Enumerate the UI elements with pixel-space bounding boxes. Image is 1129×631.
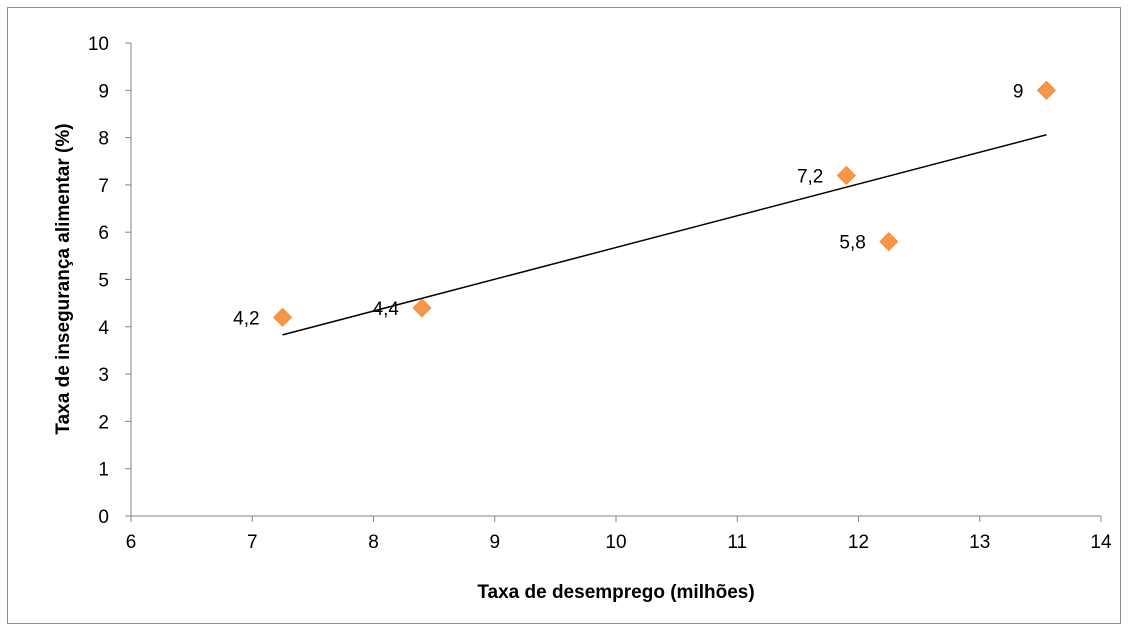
data-points [272, 80, 1057, 327]
y-tick-label: 5 [98, 271, 109, 292]
chart-frame [7, 7, 1121, 624]
x-tick-label: 9 [489, 532, 500, 553]
y-axis-title: Taxa de insegurança alimentar (%) [53, 123, 74, 434]
y-tick-label: 9 [98, 81, 109, 102]
data-point [836, 165, 856, 186]
x-tick-label: 12 [848, 532, 869, 553]
x-tick-label: 11 [727, 532, 747, 553]
y-tick-label: 7 [98, 176, 109, 197]
data-point [412, 298, 432, 318]
y-tick-label: 6 [98, 223, 109, 244]
x-tick-label: 8 [368, 532, 379, 553]
y-tick-label: 3 [98, 365, 109, 386]
data-label: 4,4 [373, 299, 400, 320]
data-point [879, 232, 899, 252]
trendline-group [282, 134, 1047, 336]
data-point [272, 307, 293, 327]
y-tick-label: 10 [88, 34, 109, 55]
x-tick-label: 13 [969, 532, 990, 553]
x-axis-title: Taxa de desemprego (milhões) [477, 582, 754, 603]
x-tick-label: 6 [126, 532, 137, 553]
data-labels: 4,2 4,4 7,2 5,8 9 [233, 81, 1023, 329]
x-tick-label: 10 [605, 532, 626, 553]
data-label: 4,2 [233, 308, 259, 329]
y-tick-label: 2 [98, 412, 109, 433]
y-tick-label: 4 [98, 318, 109, 339]
data-point [1036, 80, 1057, 100]
y-tick-label: 0 [98, 507, 109, 528]
data-label: 7,2 [797, 166, 823, 187]
y-tick-label: 1 [98, 460, 109, 481]
data-label: 5,8 [839, 233, 865, 254]
x-tick-label: 7 [247, 532, 258, 553]
data-label: 9 [1013, 81, 1024, 102]
y-tick-label: 8 [98, 129, 109, 150]
trendline [282, 134, 1047, 336]
x-tick-label: 14 [1090, 532, 1112, 553]
